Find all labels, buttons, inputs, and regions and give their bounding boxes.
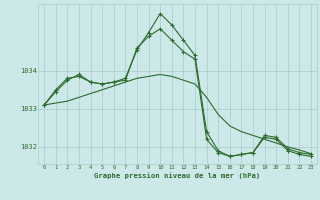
X-axis label: Graphe pression niveau de la mer (hPa): Graphe pression niveau de la mer (hPa)	[94, 172, 261, 179]
